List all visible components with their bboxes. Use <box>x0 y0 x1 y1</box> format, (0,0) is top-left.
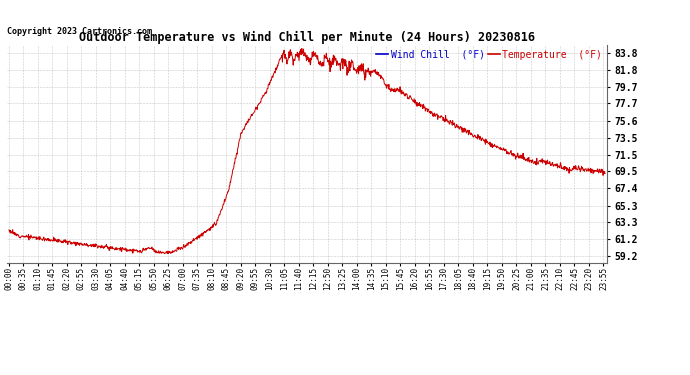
Legend: Wind Chill  (°F), Temperature  (°F): Wind Chill (°F), Temperature (°F) <box>376 50 602 60</box>
Text: Copyright 2023 Cartronics.com: Copyright 2023 Cartronics.com <box>7 27 152 36</box>
Title: Outdoor Temperature vs Wind Chill per Minute (24 Hours) 20230816: Outdoor Temperature vs Wind Chill per Mi… <box>79 31 535 44</box>
